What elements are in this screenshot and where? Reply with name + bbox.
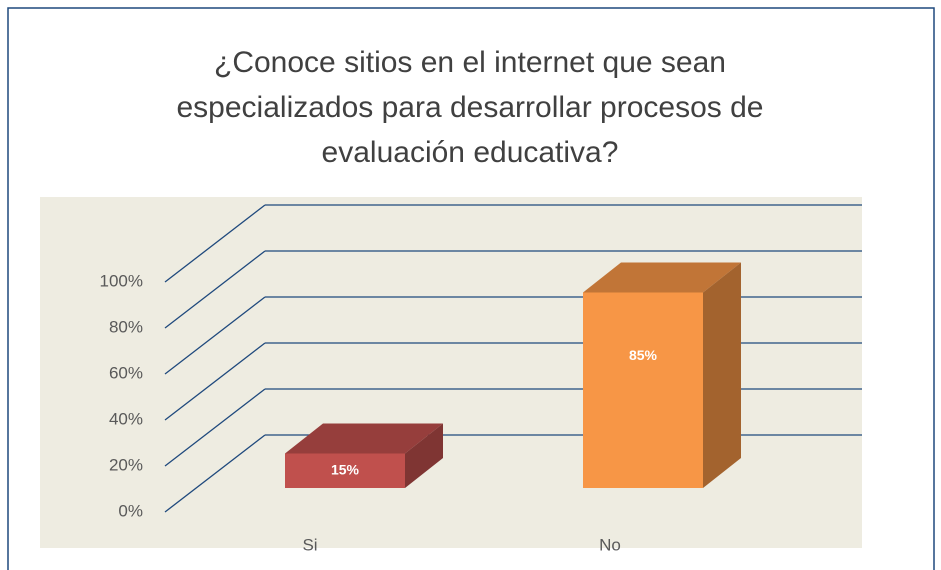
y-tick-label: 100% bbox=[100, 271, 143, 290]
y-tick-label: 80% bbox=[109, 317, 143, 336]
y-tick-label: 20% bbox=[109, 455, 143, 474]
bar-side bbox=[703, 262, 741, 488]
grid-line bbox=[164, 388, 266, 467]
grid-line bbox=[164, 250, 266, 329]
bar bbox=[583, 292, 703, 488]
data-label: 15% bbox=[331, 461, 360, 477]
data-label: 85% bbox=[629, 347, 658, 363]
y-tick-label: 60% bbox=[109, 363, 143, 382]
bar-top bbox=[285, 423, 443, 454]
y-tick-label: 0% bbox=[118, 501, 143, 520]
grid-line bbox=[164, 204, 266, 283]
x-tick-label: No bbox=[599, 535, 621, 554]
chart-border bbox=[7, 7, 935, 570]
y-tick-label: 40% bbox=[109, 409, 143, 428]
bar bbox=[285, 453, 405, 488]
bar-side bbox=[405, 423, 443, 488]
grid-line bbox=[164, 342, 266, 421]
grid-line bbox=[164, 296, 266, 375]
bar-top bbox=[583, 262, 741, 293]
x-tick-label: Si bbox=[302, 535, 317, 554]
grid-line bbox=[164, 434, 266, 513]
chart-title: ¿Conoce sitios en el internet que sean e… bbox=[176, 46, 764, 169]
